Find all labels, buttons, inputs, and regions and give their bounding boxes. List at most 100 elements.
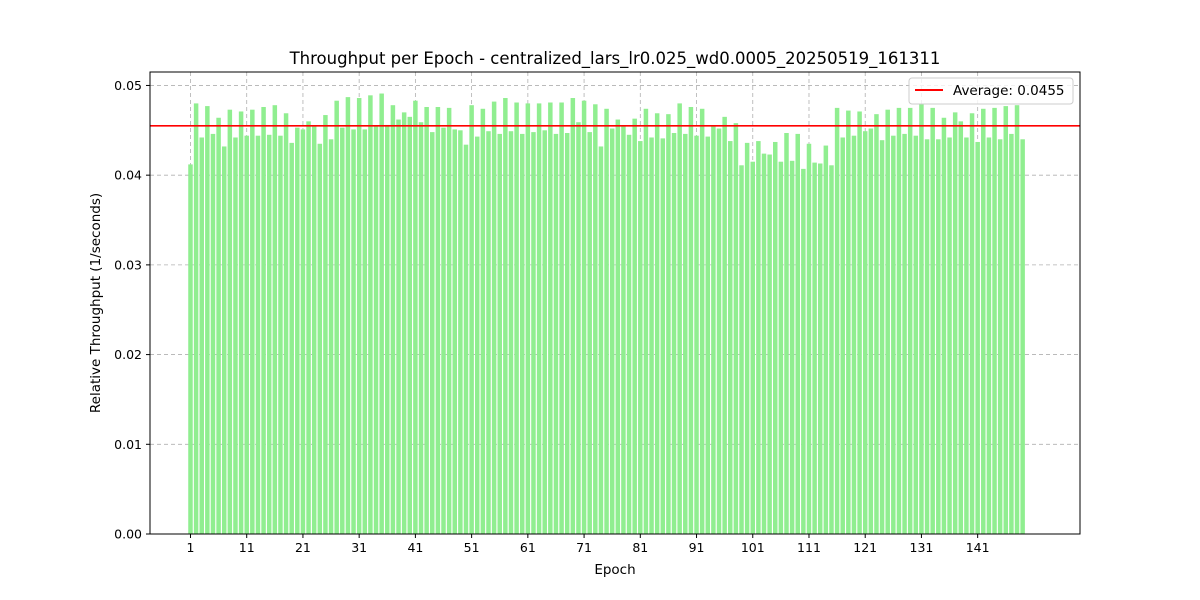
bar-epoch-133 — [930, 107, 935, 535]
bar-epoch-6 — [216, 117, 221, 534]
y-tick-label: 0.03 — [114, 257, 142, 272]
bar-epoch-87 — [671, 133, 677, 534]
bar-epoch-109 — [795, 133, 800, 534]
bar-epoch-68 — [564, 133, 570, 534]
bar-epoch-79 — [626, 134, 632, 534]
bar-epoch-138 — [958, 121, 964, 534]
bar-epoch-91 — [694, 135, 699, 534]
bar-epoch-95 — [716, 128, 722, 534]
bar-epoch-59 — [514, 102, 519, 534]
bar-epoch-127 — [896, 107, 902, 535]
bar-epoch-40 — [407, 116, 413, 534]
bar-epoch-111 — [806, 143, 812, 535]
bar-epoch-13 — [255, 135, 261, 534]
bar-epoch-85 — [660, 138, 666, 534]
bar-epoch-8 — [227, 109, 233, 534]
bar-epoch-28 — [340, 127, 345, 534]
bar-epoch-71 — [581, 100, 587, 535]
bar-epoch-2 — [193, 103, 199, 534]
bar-epoch-130 — [913, 135, 919, 534]
x-axis-ticks: 1 11 21 31 41 51 61 71 81 91 101 111 121 131 141 — [187, 534, 990, 555]
bar-epoch-30 — [351, 129, 356, 535]
bar-epoch-66 — [553, 133, 559, 534]
bar-epoch-34 — [373, 125, 379, 534]
bar-epoch-45 — [435, 106, 441, 535]
x-tick-label: 111 — [797, 540, 821, 555]
bar-epoch-92 — [699, 108, 705, 535]
bar-epoch-10 — [238, 111, 244, 534]
bar-epoch-139 — [964, 137, 969, 535]
bar-epoch-62 — [531, 132, 536, 534]
bar-epoch-11 — [244, 135, 249, 534]
bar-epoch-50 — [463, 144, 469, 535]
bar-epoch-149 — [1020, 139, 1025, 534]
x-axis-title: Epoch — [594, 562, 635, 578]
bar-epoch-140 — [969, 113, 975, 534]
bar-epoch-31 — [356, 98, 362, 534]
bar-epoch-135 — [941, 117, 947, 534]
bar-epoch-63 — [536, 103, 542, 534]
bar-epoch-18 — [283, 113, 289, 534]
x-tick-label: 1 — [187, 540, 195, 555]
bar-epoch-38 — [396, 119, 401, 535]
bar-epoch-113 — [817, 163, 823, 534]
bar-epoch-125 — [885, 109, 890, 534]
x-tick-label: 101 — [741, 540, 765, 555]
bar-epoch-70 — [576, 122, 581, 535]
bar-epoch-42 — [418, 122, 424, 535]
bar-epoch-108 — [789, 160, 795, 534]
y-tick-label: 0.02 — [114, 347, 142, 362]
bar-epoch-120 — [857, 111, 862, 534]
bar-epoch-65 — [548, 102, 553, 534]
bar-epoch-101 — [750, 161, 756, 534]
chart-title: Throughput per Epoch - centralized_lars_… — [289, 49, 941, 69]
bar-epoch-98 — [733, 123, 739, 535]
plot-frame — [149, 71, 1081, 535]
bar-epoch-22 — [306, 121, 311, 534]
bar-epoch-106 — [778, 161, 784, 534]
bar-epoch-57 — [503, 98, 508, 534]
x-tick-label: 41 — [407, 540, 423, 555]
bars — [188, 93, 1025, 535]
bar-epoch-121 — [862, 131, 868, 534]
legend-average-label: Average: 0.0455 — [953, 83, 1065, 99]
bar-epoch-25 — [323, 115, 328, 535]
bar-epoch-44 — [430, 132, 435, 534]
bar-epoch-82 — [643, 108, 649, 535]
bar-epoch-142 — [981, 108, 986, 535]
bar-epoch-74 — [598, 146, 604, 534]
bar-epoch-75 — [604, 108, 609, 535]
x-tick-label: 121 — [853, 540, 877, 555]
bar-epoch-36 — [385, 124, 390, 534]
bar-epoch-67 — [559, 102, 564, 534]
bar-epoch-86 — [666, 114, 671, 534]
bar-epoch-124 — [879, 140, 885, 534]
bar-epoch-83 — [649, 137, 654, 535]
bar-epoch-19 — [289, 142, 294, 534]
bar-epoch-21 — [300, 129, 306, 535]
bar-epoch-84 — [654, 113, 660, 534]
bar-epoch-29 — [345, 97, 351, 535]
bar-epoch-118 — [846, 110, 851, 534]
bar-epoch-69 — [570, 98, 576, 534]
bar-epoch-112 — [812, 162, 817, 534]
x-tick-label: 11 — [239, 540, 255, 555]
bar-epoch-131 — [919, 104, 924, 535]
bar-epoch-128 — [902, 133, 907, 534]
y-axis-title: Relative Throughput (1/seconds) — [88, 193, 104, 413]
bar-epoch-102 — [756, 141, 761, 534]
bar-epoch-119 — [851, 135, 857, 534]
x-tick-label: 51 — [464, 540, 480, 555]
x-tick-label: 91 — [689, 540, 705, 555]
bar-epoch-145 — [997, 139, 1003, 534]
bar-epoch-114 — [823, 145, 829, 535]
bar-epoch-89 — [683, 133, 688, 534]
bar-epoch-141 — [975, 141, 980, 534]
bar-epoch-52 — [474, 136, 480, 535]
bar-epoch-80 — [632, 118, 637, 534]
bar-epoch-55 — [491, 101, 497, 534]
bar-epoch-54 — [486, 131, 491, 534]
bar-epoch-88 — [677, 103, 682, 534]
bar-epoch-136 — [947, 137, 952, 535]
